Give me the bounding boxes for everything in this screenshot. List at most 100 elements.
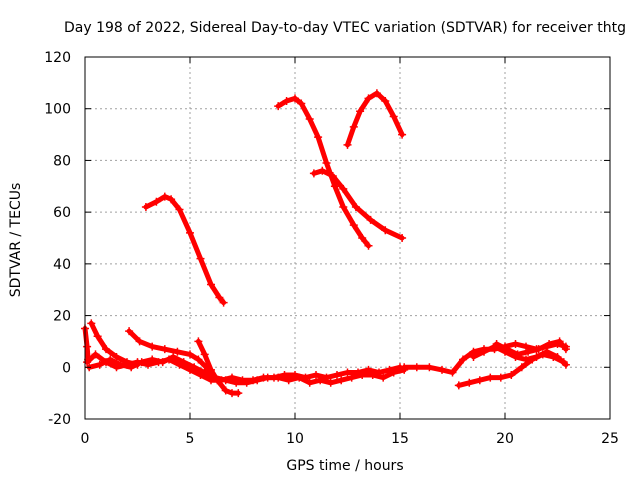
series-arc-6 — [126, 328, 212, 373]
data-point-marker — [263, 373, 272, 382]
data-point-marker — [492, 340, 501, 349]
data-point-marker — [116, 360, 125, 369]
data-point-marker — [480, 347, 488, 356]
data-point-marker — [330, 182, 339, 191]
data-point-marker — [545, 340, 554, 349]
data-point-marker — [135, 337, 144, 346]
data-point-marker — [169, 352, 178, 361]
data-point-marker — [389, 368, 398, 377]
data-point-marker — [349, 221, 358, 230]
data-point-marker — [364, 241, 373, 250]
data-point-marker — [337, 376, 346, 385]
y-tick-label: 120 — [44, 50, 71, 66]
data-point-marker — [475, 376, 484, 385]
data-point-marker — [190, 363, 199, 372]
x-tick-label: 15 — [391, 431, 409, 447]
data-point-marker — [167, 195, 176, 204]
data-point-marker — [351, 202, 360, 211]
data-point-marker — [284, 376, 293, 385]
y-tick-label: -20 — [48, 412, 71, 428]
data-point-marker — [91, 350, 100, 359]
data-point-marker — [459, 355, 467, 364]
data-point-marker — [326, 378, 335, 387]
data-point-marker — [486, 373, 495, 382]
x-axis-label: GPS time / hours — [286, 458, 403, 474]
data-point-marker — [349, 122, 358, 131]
x-tick-label: 25 — [601, 431, 619, 447]
y-axis-label: SDTVAR / TECUs — [8, 183, 24, 298]
data-point-marker — [534, 345, 543, 354]
data-point-marker — [343, 368, 352, 377]
data-point-marker — [221, 386, 230, 395]
data-point-marker — [297, 99, 306, 108]
data-point-marker — [316, 376, 325, 385]
data-point-marker — [454, 381, 463, 390]
data-point-marker — [465, 378, 474, 387]
y-tick-label: 40 — [53, 257, 71, 273]
data-point-marker — [112, 352, 121, 361]
data-point-marker — [186, 350, 194, 359]
data-point-marker — [127, 363, 136, 372]
data-point-marker — [318, 166, 327, 175]
y-tick-label: 20 — [53, 309, 71, 325]
data-point-marker — [125, 327, 134, 336]
data-point-marker — [333, 371, 341, 380]
data-point-marker — [305, 115, 314, 124]
data-point-marker — [328, 171, 337, 180]
data-point-marker — [343, 140, 352, 149]
series-arc-12 — [471, 344, 569, 368]
data-point-marker — [358, 234, 367, 242]
data-point-marker — [211, 373, 220, 382]
data-point-marker — [291, 94, 299, 103]
data-point-marker — [207, 280, 215, 289]
data-point-marker — [196, 254, 205, 263]
data-point-marker — [314, 133, 323, 142]
grid — [85, 57, 610, 419]
data-point-marker — [469, 352, 478, 361]
data-point-marker — [200, 368, 209, 377]
data-point-marker — [511, 340, 520, 349]
data-point-marker — [561, 345, 570, 354]
data-point-marker — [561, 360, 570, 369]
data-point-marker — [173, 347, 182, 356]
x-tick-label: 0 — [81, 431, 90, 447]
y-tick-label: 80 — [53, 153, 71, 169]
data-point-marker — [160, 192, 169, 201]
data-point-marker — [93, 332, 102, 341]
data-point-marker — [158, 358, 167, 367]
data-point-marker — [524, 347, 533, 356]
data-point-marker — [137, 358, 146, 367]
data-point-marker — [381, 226, 390, 235]
data-point-marker — [372, 89, 381, 98]
data-point-marker — [448, 368, 457, 377]
data-point-marker — [215, 293, 224, 302]
data-point-marker — [274, 102, 283, 111]
axis-ticks: 0 5 10 15 20 25 -20 0 20 40 60 80 100 120 — [44, 50, 619, 447]
data-point-marker — [356, 107, 365, 116]
data-point-marker — [358, 371, 367, 380]
data-point-marker — [242, 378, 251, 387]
data-point-marker — [87, 319, 96, 328]
data-point-marker — [232, 378, 241, 387]
data-point-marker — [194, 337, 203, 346]
x-tick-label: 5 — [186, 431, 195, 447]
series-arc-4 — [311, 168, 405, 241]
series-arc-1 — [143, 194, 227, 306]
chart-title: Day 198 of 2022, Sidereal Day-to-day VTE… — [64, 20, 626, 36]
data-point-marker — [152, 197, 161, 206]
data-point-marker — [347, 373, 356, 382]
data-point-marker — [503, 345, 512, 354]
data-point-marker — [207, 365, 215, 374]
data-point-marker — [543, 347, 551, 356]
data-point-marker — [389, 112, 398, 121]
data-point-marker — [148, 342, 157, 351]
data-point-marker — [507, 371, 516, 380]
data-point-marker — [532, 352, 541, 361]
data-point-marker — [364, 94, 373, 103]
data-point-marker — [398, 234, 407, 242]
data-point-marker — [412, 363, 421, 372]
data-point-marker — [160, 345, 169, 354]
data-point-marker — [309, 169, 318, 178]
data-point-marker — [221, 376, 230, 385]
